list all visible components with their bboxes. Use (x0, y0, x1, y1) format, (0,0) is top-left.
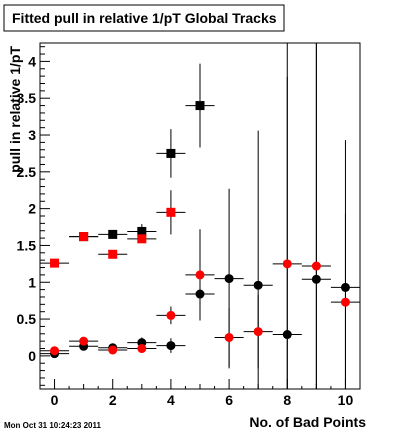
title-box (3, 4, 285, 32)
y-tick-label: 3.5 (17, 90, 37, 106)
data-point-circle (50, 346, 60, 356)
y-tick-label: 3 (28, 127, 36, 143)
data-point-circle (340, 297, 350, 307)
data-point-circle (108, 345, 118, 355)
date-stamp: Mon Oct 31 10:24:23 2011 (4, 421, 101, 430)
data-point-circle (79, 336, 89, 346)
data-point-square (108, 249, 118, 259)
axis-ticks: 0 2 4 6 8 10 0 0.5 1 1.5 2 2.5 3 3.5 4 (17, 46, 354, 408)
data-point-square (79, 232, 89, 242)
data-point-square (137, 226, 147, 236)
data-point-circle (195, 270, 205, 280)
y-tick-label: 0.5 (17, 311, 37, 327)
x-tick-label: 0 (51, 392, 59, 408)
y-tick-label: 0 (28, 348, 36, 364)
y-tick-label: 1.5 (17, 237, 37, 253)
data-point-circle (137, 344, 147, 354)
x-axis-label: No. of Bad Points (249, 414, 366, 430)
y-tick-label: 1 (28, 274, 36, 290)
data-point-circle (166, 341, 176, 351)
data-point-circle (253, 280, 263, 290)
y-tick-label: 2 (28, 201, 36, 217)
y-axis-label: pull in relative 1/pT (7, 46, 23, 173)
data-point-square (166, 148, 176, 158)
y-tick-label: 4 (28, 53, 36, 69)
x-tick-label: 4 (167, 392, 175, 408)
x-tick-label: 6 (225, 392, 233, 408)
data-point-square (166, 207, 176, 217)
data-point-square (108, 229, 118, 239)
data-point-circle (311, 261, 321, 271)
x-tick-label: 10 (338, 392, 354, 408)
data-layer (40, 43, 360, 389)
data-point-circle (224, 274, 234, 284)
data-point-square (137, 234, 147, 244)
chart-title: Fitted pull in relative 1/pT Global Trac… (12, 10, 277, 26)
data-point-square (195, 101, 205, 111)
data-point-circle (253, 327, 263, 337)
data-point-square (50, 258, 60, 268)
data-point-circle (166, 310, 176, 320)
data-point-circle (282, 259, 292, 269)
data-point-circle (224, 332, 234, 342)
x-tick-label: 8 (283, 392, 291, 408)
y-tick-label: 2.5 (17, 164, 37, 180)
x-tick-label: 2 (109, 392, 117, 408)
